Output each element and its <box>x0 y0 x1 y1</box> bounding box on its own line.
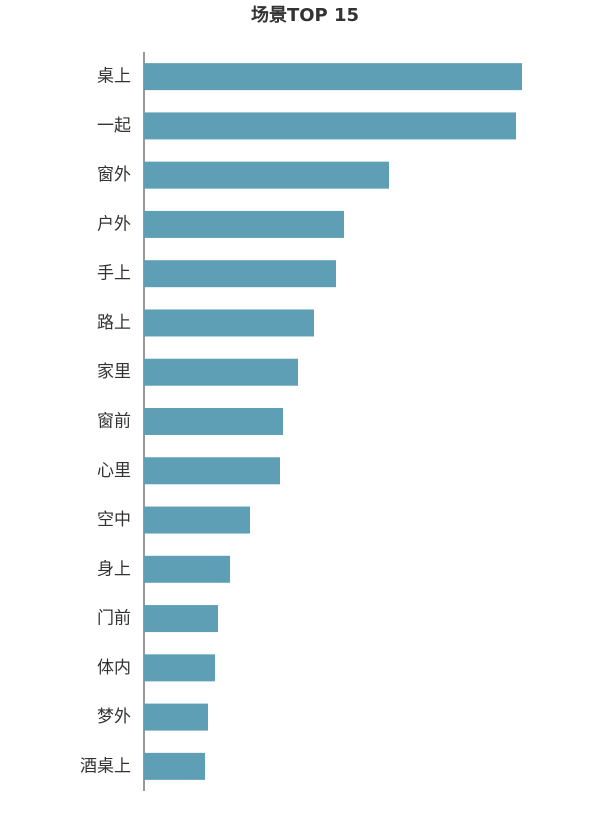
bar <box>144 654 215 682</box>
bar <box>144 309 314 337</box>
y-tick-label: 窗前 <box>97 412 131 432</box>
bar <box>144 703 208 731</box>
bar <box>144 161 389 189</box>
y-tick-label: 心里 <box>97 461 131 481</box>
y-tick-label: 户外 <box>97 214 131 234</box>
y-tick-label: 空中 <box>97 510 131 530</box>
y-tick-label: 家里 <box>97 362 131 382</box>
y-tick-label: 门前 <box>97 609 131 629</box>
bar <box>144 358 298 386</box>
y-tick-label: 路上 <box>97 313 131 333</box>
bar <box>144 210 344 238</box>
bar <box>144 506 250 534</box>
bar <box>144 408 283 435</box>
y-tick-label: 窗外 <box>97 165 131 185</box>
bar <box>144 457 280 485</box>
y-tick-label: 手上 <box>97 264 131 284</box>
bar <box>144 112 516 140</box>
bar <box>144 605 218 633</box>
bar <box>144 260 336 288</box>
y-tick-label: 一起 <box>97 116 131 136</box>
bar <box>144 752 205 780</box>
bar <box>144 555 230 583</box>
y-tick-label: 梦外 <box>97 707 131 727</box>
y-tick-label: 身上 <box>97 559 131 579</box>
chart-title: 场景TOP 15 <box>251 5 359 26</box>
y-tick-label: 体内 <box>97 658 131 678</box>
y-tick-label: 酒桌上 <box>80 756 131 776</box>
y-tick-label: 桌上 <box>97 67 131 87</box>
bar <box>144 63 522 91</box>
